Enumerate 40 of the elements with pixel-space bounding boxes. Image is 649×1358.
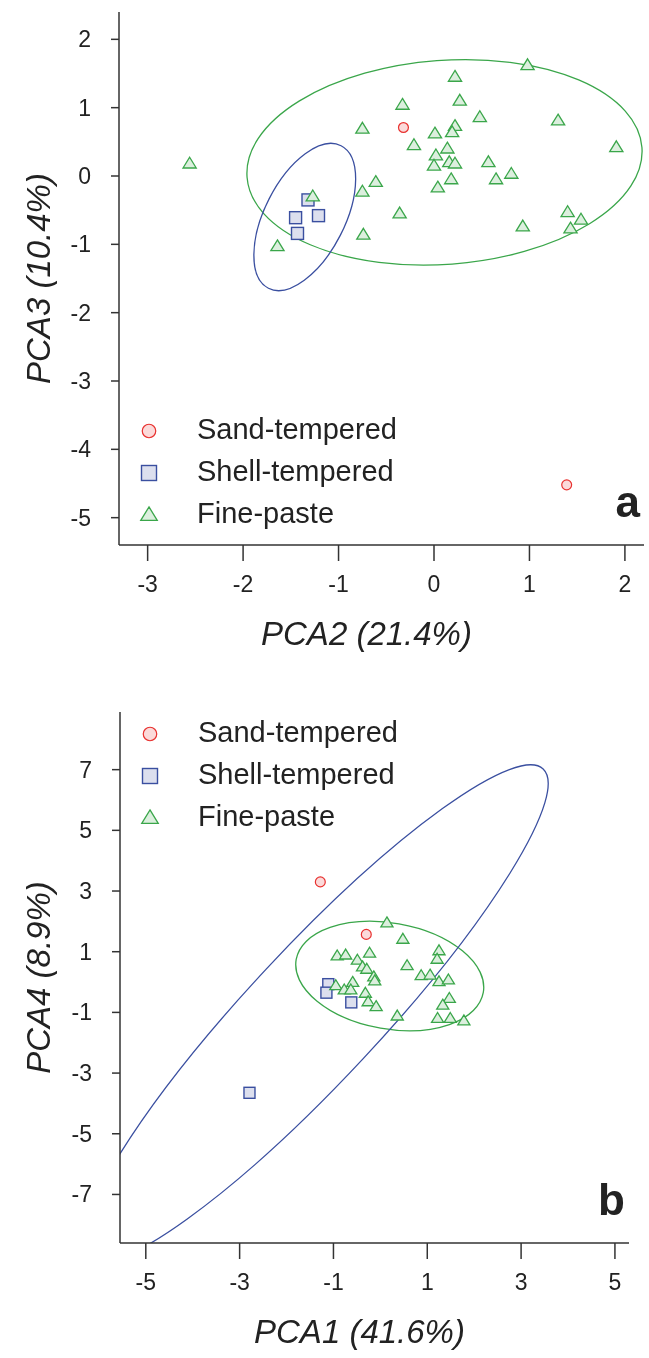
y-tick-label: -3 [70, 368, 91, 394]
y-tick-label: -1 [71, 999, 92, 1026]
y-tick-label: 3 [79, 878, 92, 905]
y-axis-title: PCA4 (8.9%) [20, 881, 57, 1074]
x-tick-label: -1 [328, 571, 349, 597]
x-tick-label: -2 [232, 571, 254, 597]
y-tick-label: 7 [79, 756, 92, 783]
y-tick-label: 1 [78, 94, 91, 121]
y-tick-label: -1 [70, 231, 91, 258]
legend-label: Sand-tempered [198, 716, 398, 748]
y-tick-label: -7 [71, 1181, 92, 1208]
legend-label: Shell-tempered [197, 455, 394, 487]
legend-label: Sand-tempered [197, 413, 397, 445]
y-axis-title: PCA3 (10.4%) [20, 173, 57, 384]
x-tick-label: -5 [135, 1269, 157, 1295]
y-tick-label: -3 [71, 1060, 92, 1087]
x-axis-title: PCA2 (21.4%) [261, 615, 472, 652]
x-tick-label: 1 [420, 1269, 434, 1295]
x-tick-label: 5 [608, 1269, 622, 1295]
legend-label: Fine-paste [198, 800, 336, 832]
x-axis-title: PCA1 (41.6%) [254, 1313, 465, 1350]
x-tick-label: -1 [323, 1269, 344, 1295]
x-tick-label: 1 [523, 571, 536, 597]
y-tick-label: -5 [70, 504, 91, 531]
legend-label: Fine-paste [197, 497, 335, 529]
y-tick-label: 5 [79, 817, 92, 844]
y-tick-label: 2 [78, 26, 91, 53]
annotation: b [598, 1175, 625, 1224]
y-tick-label: 0 [78, 163, 91, 189]
annotation: a [615, 477, 641, 526]
y-tick-label: 1 [79, 938, 92, 965]
y-tick-label: -4 [70, 436, 92, 463]
x-tick-label: -3 [137, 571, 158, 597]
y-tick-label: -2 [70, 299, 91, 326]
x-tick-label: 0 [427, 571, 441, 597]
y-tick-label: -5 [71, 1120, 92, 1147]
x-tick-label: -3 [229, 1269, 250, 1295]
x-tick-label: 2 [618, 571, 632, 597]
legend-label: Shell-tempered [198, 758, 395, 790]
x-tick-label: 3 [514, 1269, 528, 1295]
